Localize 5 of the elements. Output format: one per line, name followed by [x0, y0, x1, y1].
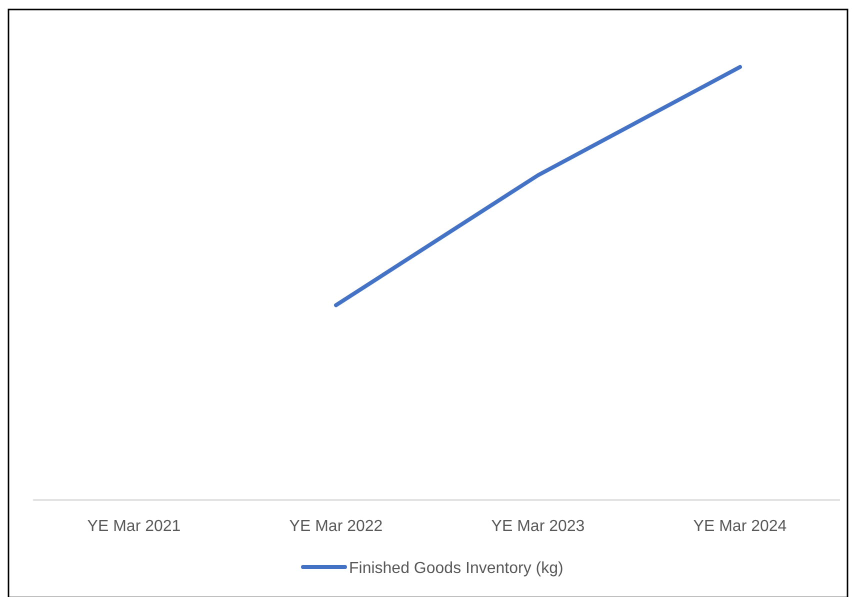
x-tick-label: YE Mar 2022 — [289, 518, 383, 535]
legend-label: Finished Goods Inventory (kg) — [349, 560, 564, 577]
x-tick-label: YE Mar 2024 — [693, 518, 787, 535]
x-tick-label: YE Mar 2021 — [87, 518, 181, 535]
x-tick-label: YE Mar 2023 — [491, 518, 585, 535]
